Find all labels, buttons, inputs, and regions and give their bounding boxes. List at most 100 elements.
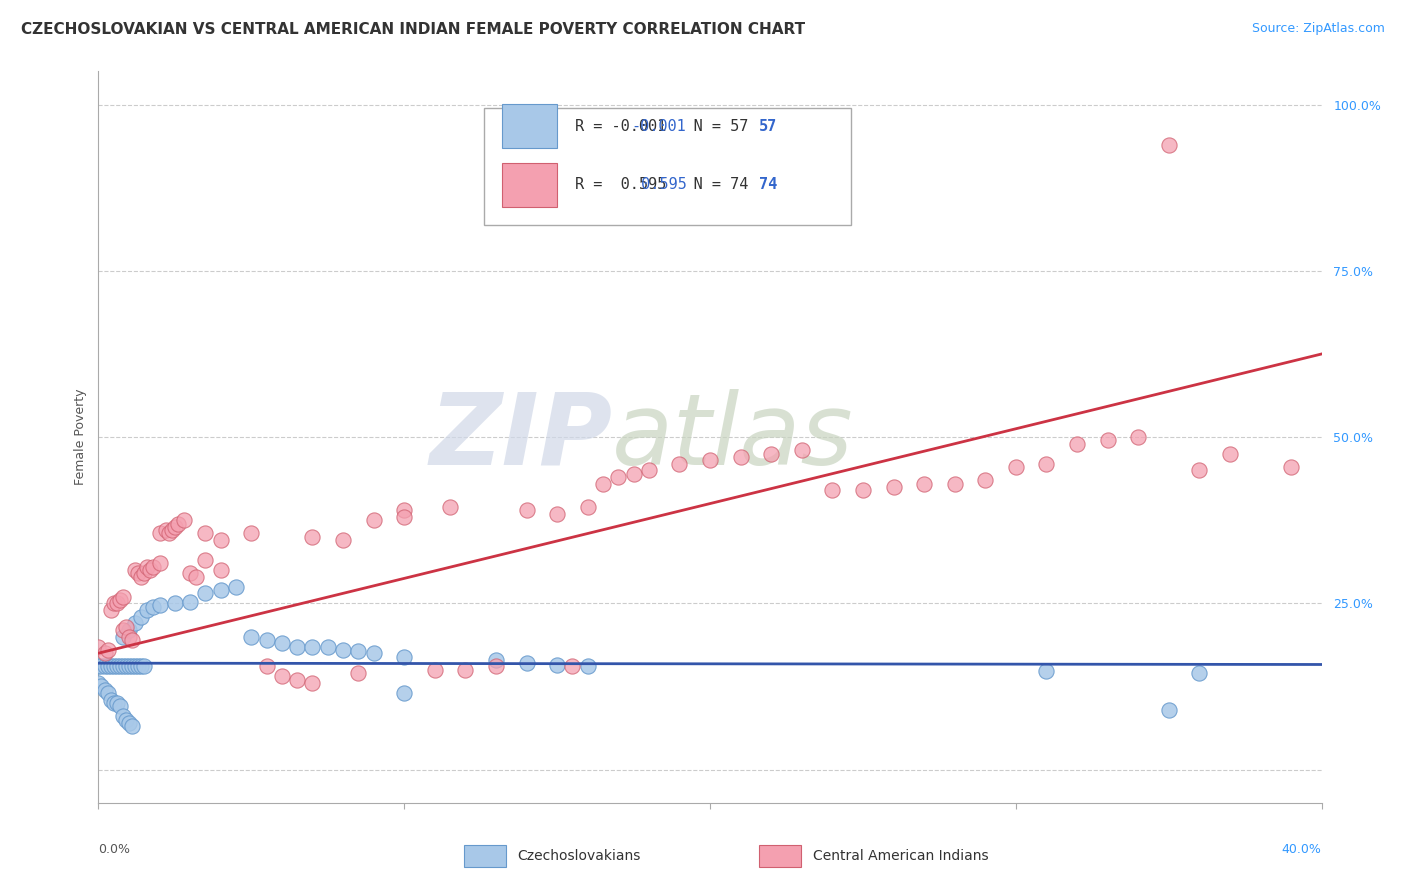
Point bbox=[485, 659, 508, 673]
Point bbox=[485, 653, 508, 667]
Point bbox=[883, 480, 905, 494]
Point bbox=[270, 669, 292, 683]
Point bbox=[637, 463, 661, 477]
Point bbox=[194, 526, 217, 541]
Point bbox=[108, 593, 131, 607]
Point bbox=[111, 630, 134, 644]
Point bbox=[347, 644, 370, 658]
Point bbox=[115, 713, 138, 727]
Point bbox=[576, 659, 599, 673]
Point bbox=[301, 640, 323, 654]
Point bbox=[240, 630, 263, 644]
Point bbox=[186, 570, 208, 584]
Point bbox=[121, 659, 143, 673]
Point bbox=[97, 686, 120, 700]
Point bbox=[301, 530, 323, 544]
Point bbox=[699, 453, 721, 467]
Point bbox=[129, 659, 152, 673]
Point bbox=[124, 659, 146, 673]
Point bbox=[1035, 664, 1057, 678]
Point bbox=[285, 673, 308, 687]
Text: Central American Indians: Central American Indians bbox=[813, 849, 988, 863]
Point bbox=[155, 523, 177, 537]
Point bbox=[103, 659, 125, 673]
Point bbox=[546, 658, 568, 673]
Point bbox=[730, 450, 752, 464]
Text: ZIP: ZIP bbox=[429, 389, 612, 485]
Point bbox=[516, 656, 538, 670]
Point bbox=[209, 582, 232, 597]
Point bbox=[392, 686, 416, 700]
FancyBboxPatch shape bbox=[502, 104, 557, 148]
Point bbox=[115, 619, 138, 633]
Point bbox=[392, 649, 416, 664]
Text: Source: ZipAtlas.com: Source: ZipAtlas.com bbox=[1251, 22, 1385, 36]
Text: 40.0%: 40.0% bbox=[1282, 843, 1322, 855]
Text: 57: 57 bbox=[759, 119, 778, 134]
Point bbox=[97, 659, 120, 673]
Point bbox=[194, 586, 217, 600]
Point bbox=[139, 563, 162, 577]
Point bbox=[163, 596, 186, 610]
Point bbox=[157, 526, 180, 541]
Point bbox=[134, 566, 156, 581]
Point bbox=[121, 632, 143, 647]
Point bbox=[943, 476, 966, 491]
Point bbox=[179, 595, 201, 609]
Text: 0.0%: 0.0% bbox=[98, 843, 131, 855]
Point bbox=[87, 640, 110, 654]
Point bbox=[118, 659, 141, 673]
Point bbox=[363, 646, 385, 660]
Point bbox=[118, 716, 141, 731]
Point bbox=[149, 557, 172, 571]
Point bbox=[363, 513, 385, 527]
Point bbox=[1157, 137, 1180, 152]
Point bbox=[821, 483, 844, 498]
Point bbox=[173, 513, 195, 527]
Point bbox=[1004, 460, 1026, 475]
Point bbox=[285, 640, 308, 654]
Point bbox=[93, 682, 115, 697]
Point bbox=[439, 500, 461, 514]
Point bbox=[163, 520, 186, 534]
Point bbox=[1157, 703, 1180, 717]
Point bbox=[149, 526, 172, 541]
Point bbox=[108, 699, 131, 714]
Point bbox=[87, 659, 110, 673]
Point bbox=[149, 598, 172, 612]
Point bbox=[1279, 460, 1302, 475]
Text: atlas: atlas bbox=[612, 389, 853, 485]
Point bbox=[90, 659, 112, 673]
Point bbox=[136, 603, 159, 617]
Point bbox=[115, 659, 138, 673]
Point bbox=[179, 566, 201, 581]
Point bbox=[392, 509, 416, 524]
Point bbox=[1219, 447, 1241, 461]
Point bbox=[111, 623, 134, 637]
Point bbox=[129, 570, 152, 584]
Point bbox=[142, 559, 165, 574]
Point bbox=[759, 447, 782, 461]
Point bbox=[1097, 434, 1119, 448]
Point bbox=[108, 659, 131, 673]
Point bbox=[256, 632, 278, 647]
Point bbox=[423, 663, 446, 677]
Text: Czechoslovakians: Czechoslovakians bbox=[517, 849, 641, 863]
Point bbox=[332, 533, 354, 548]
Point bbox=[100, 603, 122, 617]
Point bbox=[1188, 666, 1211, 681]
Text: CZECHOSLOVAKIAN VS CENTRAL AMERICAN INDIAN FEMALE POVERTY CORRELATION CHART: CZECHOSLOVAKIAN VS CENTRAL AMERICAN INDI… bbox=[21, 22, 806, 37]
Point bbox=[301, 676, 323, 690]
Point bbox=[516, 503, 538, 517]
Point bbox=[103, 696, 125, 710]
Point bbox=[1035, 457, 1057, 471]
Point bbox=[974, 473, 997, 487]
Point bbox=[316, 640, 339, 654]
Point bbox=[546, 507, 568, 521]
Point bbox=[576, 500, 599, 514]
Point bbox=[124, 616, 146, 631]
Point bbox=[240, 526, 263, 541]
Point bbox=[194, 553, 217, 567]
FancyBboxPatch shape bbox=[484, 108, 851, 225]
Text: R =  0.595   N = 74: R = 0.595 N = 74 bbox=[575, 178, 749, 193]
